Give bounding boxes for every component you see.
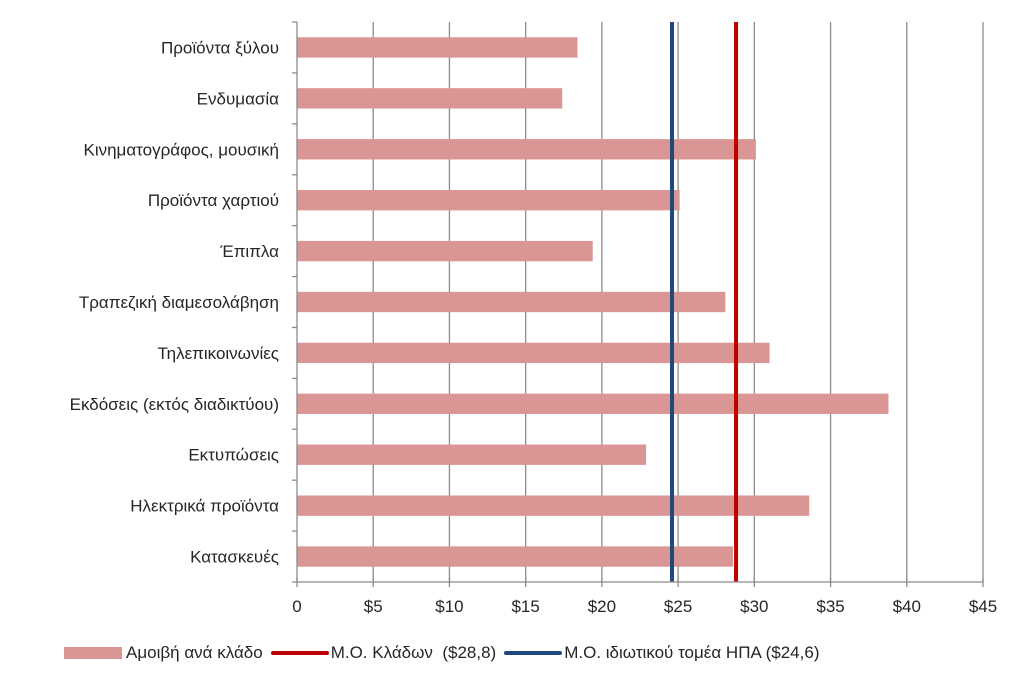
category-label: Προϊόντα χαρτιού <box>148 191 279 210</box>
bar <box>297 139 756 160</box>
legend-item-wage: Αμοιβή ανά κλάδο <box>64 643 263 663</box>
x-tick-label: $15 <box>511 597 539 616</box>
bar <box>297 240 593 262</box>
bar <box>297 444 647 465</box>
category-label: Προϊόντα ξύλου <box>161 38 279 57</box>
category-label: Κινηματογράφος, μουσική <box>83 140 279 159</box>
category-label: Κατασκευές <box>190 548 279 567</box>
x-tick-label: $35 <box>816 597 844 616</box>
legend-item-industry-avg: Μ.Ο. Κλάδων ($28,8) <box>270 643 497 663</box>
category-labels: Προϊόντα ξύλου Ενδυμασία Κινηματογράφος, μ… <box>70 38 280 566</box>
x-tick-label: $25 <box>664 597 692 616</box>
reference-lines <box>670 22 739 582</box>
bar <box>297 546 733 567</box>
legend-item-private-avg: Μ.Ο. ιδιωτικού τομέα ΗΠΑ ($24,6) <box>504 643 819 663</box>
x-tick-label: 0 <box>292 597 301 616</box>
category-label: Τηλεπικοινωνίες <box>157 344 279 363</box>
legend-label-industry-avg: Μ.Ο. Κλάδων ($28,8) <box>330 643 497 662</box>
bar <box>297 393 889 414</box>
x-tick-label: $45 <box>969 597 997 616</box>
bar <box>297 88 563 109</box>
bar <box>297 190 680 211</box>
bar <box>297 495 810 516</box>
x-tick-label: $10 <box>435 597 463 616</box>
x-tick-label: $5 <box>364 597 383 616</box>
axes <box>292 21 984 587</box>
x-tick-label: $40 <box>893 597 921 616</box>
category-label: Εκδόσεις (εκτός διαδικτύου) <box>70 395 279 414</box>
x-tick-label: $20 <box>588 597 616 616</box>
bar-chart: Προϊόντα ξύλου Ενδυμασία Κινηματογράφος, μ… <box>70 21 997 616</box>
legend-line-swatch-red <box>270 651 329 655</box>
category-label: Εκτυπώσεις <box>188 446 279 465</box>
x-tick-label: $30 <box>740 597 768 616</box>
bar <box>297 342 770 364</box>
legend-label-private-avg: Μ.Ο. ιδιωτικού τομέα ΗΠΑ ($24,6) <box>564 643 820 662</box>
legend-line-swatch-blue <box>504 651 563 655</box>
bar <box>297 291 726 313</box>
x-tick-labels: 0 $5 $10 $15 $20 $25 $30 $35 $40 $45 <box>292 597 997 616</box>
category-label: Ενδυμασία <box>197 89 279 108</box>
bars <box>297 37 889 567</box>
bar <box>297 37 578 58</box>
legend-label-wage: Αμοιβή ανά κλάδο <box>126 643 263 662</box>
category-label: Τραπεζική διαμεσολάβηση <box>79 293 279 312</box>
legend-bar-swatch <box>64 647 122 659</box>
category-label: Έπιπλα <box>219 242 279 261</box>
category-label: Ηλεκτρικά προϊόντα <box>130 497 279 516</box>
legend: Αμοιβή ανά κλάδο Μ.Ο. Κλάδων ($28,8) Μ.Ο… <box>0 636 1018 670</box>
